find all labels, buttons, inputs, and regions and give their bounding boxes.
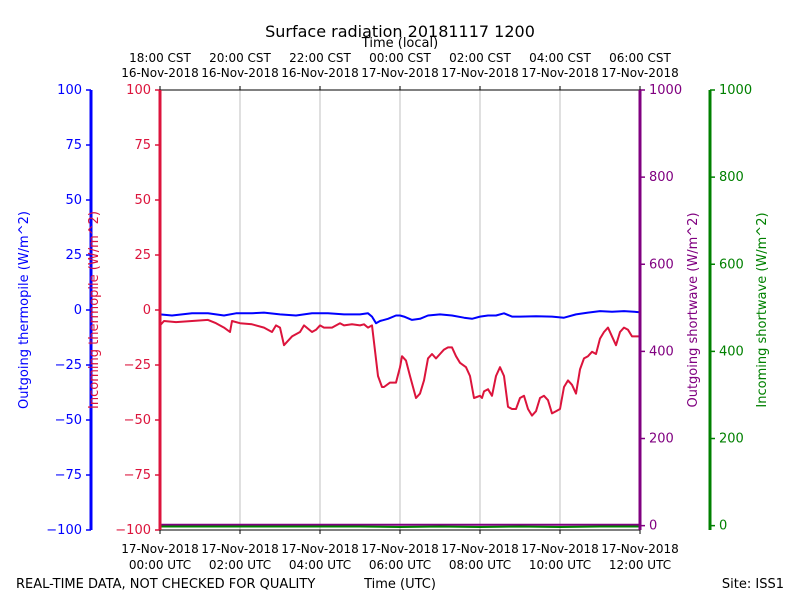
x-tick-label-date: 17-Nov-2018	[201, 542, 279, 556]
x-tick-label-local-time: 04:00 CST	[529, 51, 591, 65]
x-tick-label-local-time: 00:00 CST	[369, 51, 431, 65]
x-tick-label-local-date: 16-Nov-2018	[201, 66, 279, 80]
axis-tick-label-in_thermo: −50	[124, 413, 151, 428]
axis-tick-label-out_sw: 600	[649, 257, 674, 272]
axis-tick-label-out_sw: 0	[649, 519, 657, 534]
axis-tick-label-in_thermo: −100	[115, 523, 151, 538]
series-layer	[159, 310, 641, 528]
x-tick-label-local-time: 22:00 CST	[289, 51, 351, 65]
x-tick-label-local-time: 18:00 CST	[129, 51, 191, 65]
series-line-out_thermo	[159, 310, 641, 325]
axes-layer: −100 −75 −50 −25 0 25 50 75 100 Outgoing thermopi…	[17, 83, 770, 538]
x-tick-label-utc: 12:00 UTC	[609, 558, 671, 572]
quality-disclaimer: REAL-TIME DATA, NOT CHECKED FOR QUALITY	[16, 577, 315, 592]
x-tick-label-utc: 04:00 UTC	[289, 558, 351, 572]
gridlines	[239, 90, 561, 530]
x-tick-label-local-time: 02:00 CST	[449, 51, 511, 65]
x-tick-label-date: 17-Nov-2018	[361, 542, 439, 556]
axis-tick-label-in_sw: 200	[719, 432, 744, 447]
axis-label-in_thermo: Incoming thermopile (W/m^2)	[87, 211, 102, 409]
axis-tick-label-out_sw: 1000	[649, 83, 682, 98]
x-ticks-layer: 17-Nov-2018 00:00 UTC 17-Nov-2018 02:00 UTC…	[121, 51, 679, 572]
x-tick-label-utc: 02:00 UTC	[209, 558, 271, 572]
axis-tick-label-out_thermo: −50	[55, 413, 82, 428]
x-tick-label-local-date: 17-Nov-2018	[521, 66, 599, 80]
x-tick-label-date: 17-Nov-2018	[121, 542, 199, 556]
axis-tick-label-out_sw: 400	[649, 344, 674, 359]
axis-tick-label-in_thermo: 50	[134, 193, 151, 208]
x-tick-label-local-date: 17-Nov-2018	[441, 66, 519, 80]
axis-tick-label-in_thermo: 25	[134, 248, 151, 263]
axis-tick-label-out_thermo: 25	[65, 248, 82, 263]
x-tick-label-date: 17-Nov-2018	[521, 542, 599, 556]
axis-tick-label-out_sw: 800	[649, 170, 674, 185]
series-line-in_thermo	[159, 318, 640, 417]
axis-tick-label-out_sw: 200	[649, 432, 674, 447]
axis-tick-label-in_thermo: 100	[126, 83, 151, 98]
axis-tick-label-out_thermo: 50	[65, 193, 82, 208]
axis-tick-label-in_sw: 1000	[719, 83, 752, 98]
x-tick-label-date: 17-Nov-2018	[441, 542, 519, 556]
axis-tick-label-out_thermo: 100	[57, 83, 82, 98]
axis-tick-label-in_thermo: −25	[124, 358, 151, 373]
axis-label-in_sw: Incoming shortwave (W/m^2)	[755, 212, 770, 407]
x-tick-label-local-date: 17-Nov-2018	[601, 66, 679, 80]
x-tick-label-local-date: 17-Nov-2018	[361, 66, 439, 80]
axis-tick-label-out_thermo: 75	[65, 138, 82, 153]
x-tick-label-utc: 08:00 UTC	[449, 558, 511, 572]
site-label: Site: ISS1	[722, 577, 784, 592]
axis-tick-label-in_sw: 400	[719, 344, 744, 359]
chart-title: Surface radiation 20181117 1200	[265, 22, 535, 41]
x-tick-label-date: 17-Nov-2018	[601, 542, 679, 556]
top-axis-label: Time (local)	[361, 36, 438, 51]
axis-tick-label-out_thermo: 0	[74, 303, 82, 318]
x-tick-label-utc: 10:00 UTC	[529, 558, 591, 572]
axis-tick-label-in_thermo: 75	[134, 138, 151, 153]
x-tick-label-utc: 06:00 UTC	[369, 558, 431, 572]
x-axis-label: Time (UTC)	[363, 577, 436, 592]
axis-tick-label-in_sw: 600	[719, 257, 744, 272]
x-tick-label-local-date: 16-Nov-2018	[121, 66, 199, 80]
axis-tick-label-out_thermo: −100	[46, 523, 82, 538]
axis-tick-label-in_thermo: 0	[143, 303, 151, 318]
axis-tick-label-in_thermo: −75	[124, 468, 151, 483]
axis-label-out_thermo: Outgoing thermopile (W/m^2)	[17, 211, 32, 409]
x-tick-label-local-date: 16-Nov-2018	[281, 66, 359, 80]
axis-tick-label-out_thermo: −75	[55, 468, 82, 483]
x-tick-label-local-time: 06:00 CST	[609, 51, 671, 65]
series-line-in_sw	[160, 525, 640, 528]
x-tick-label-utc: 00:00 UTC	[129, 558, 191, 572]
axis-tick-label-in_sw: 800	[719, 170, 744, 185]
axis-tick-label-in_sw: 0	[719, 519, 727, 534]
axis-label-out_sw: Outgoing shortwave (W/m^2)	[686, 212, 701, 407]
x-tick-label-local-time: 20:00 CST	[209, 51, 271, 65]
x-tick-label-date: 17-Nov-2018	[281, 542, 359, 556]
axis-tick-label-out_thermo: −25	[55, 358, 82, 373]
